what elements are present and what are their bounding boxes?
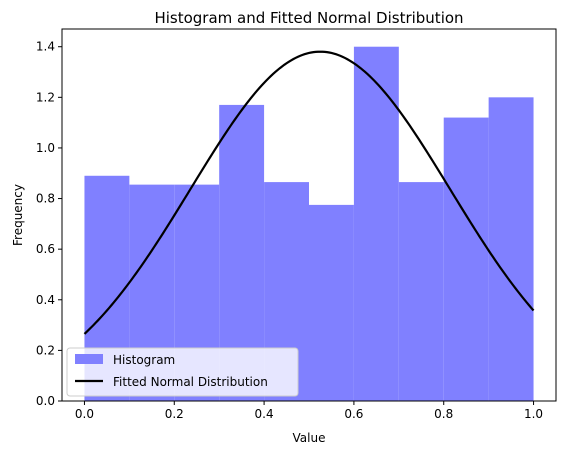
y-tick-label: 1.4 [36, 40, 55, 54]
histogram-bar [399, 182, 444, 401]
x-tick-label: 0.8 [434, 407, 453, 421]
y-tick-label: 1.0 [36, 141, 55, 155]
y-axis-label: Frequency [11, 184, 25, 246]
x-tick-label: 0.0 [75, 407, 94, 421]
legend-swatch-histogram [75, 354, 103, 364]
legend: Histogram Fitted Normal Distribution [67, 348, 298, 396]
x-tick-label: 1.0 [524, 407, 543, 421]
legend-label-fitted-curve: Fitted Normal Distribution [113, 375, 268, 389]
y-tick-label: 0.0 [36, 394, 55, 408]
y-tick-label: 1.2 [36, 90, 55, 104]
x-axis-label: Value [293, 431, 326, 445]
histogram-bar [309, 205, 354, 401]
y-tick-label: 0.8 [36, 192, 55, 206]
histogram-bar [489, 97, 534, 401]
y-tick-label: 0.4 [36, 293, 55, 307]
x-tick-label: 0.2 [165, 407, 184, 421]
y-axis-ticks: 0.0 0.2 0.4 0.6 0.8 1.0 1.2 1.4 [36, 40, 62, 408]
chart-title: Histogram and Fitted Normal Distribution [154, 9, 463, 27]
y-tick-label: 0.2 [36, 343, 55, 357]
legend-label-histogram: Histogram [113, 353, 175, 367]
histogram-bar [444, 118, 489, 401]
y-tick-label: 0.6 [36, 242, 55, 256]
x-tick-label: 0.6 [344, 407, 363, 421]
x-axis-ticks: 0.0 0.2 0.4 0.6 0.8 1.0 [75, 401, 543, 421]
x-tick-label: 0.4 [255, 407, 274, 421]
